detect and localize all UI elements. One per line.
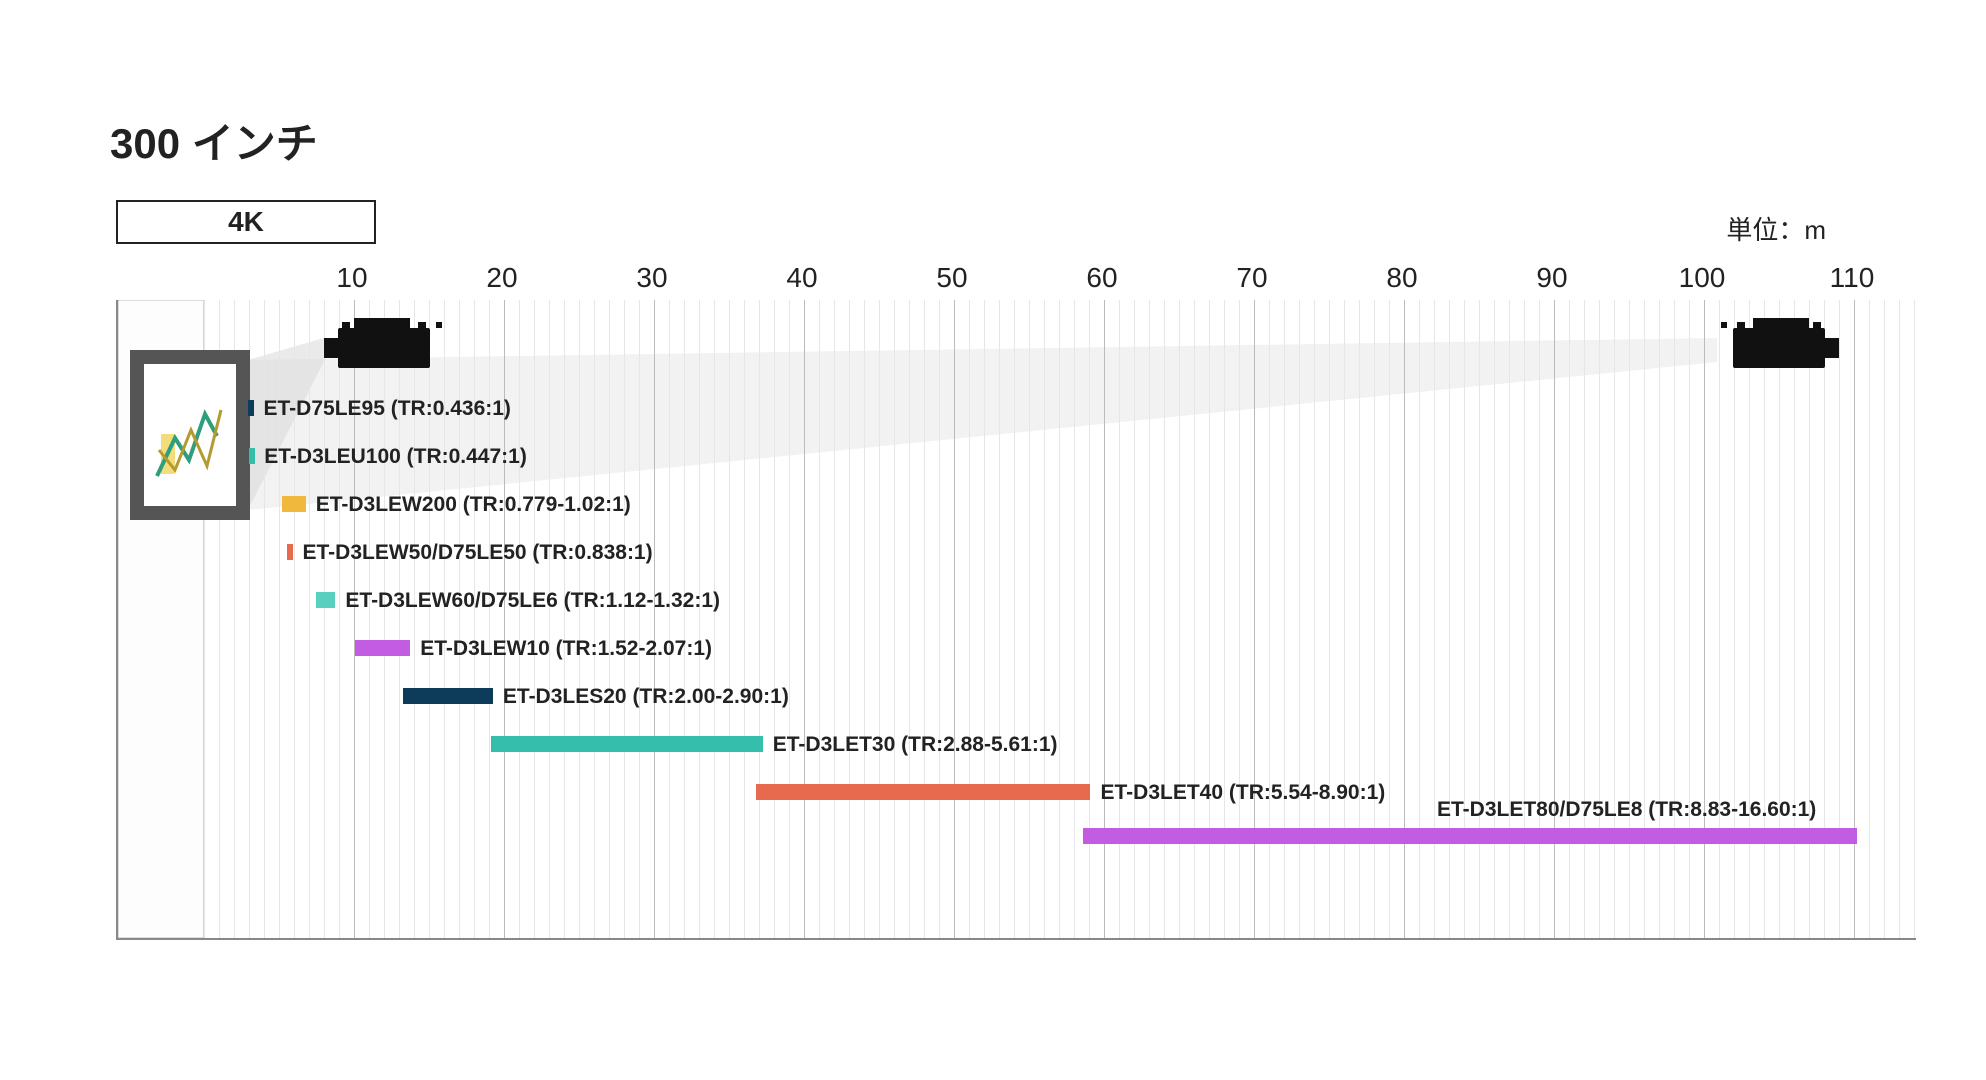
projection-screen-icon (130, 350, 250, 520)
grid-minor-line (474, 300, 475, 938)
grid-minor-line (564, 300, 565, 938)
grid-minor-line (324, 300, 325, 938)
lens-label: ET-D3LEW50/D75LE50 (TR:0.838:1) (303, 541, 653, 565)
grid-minor-line (969, 300, 970, 938)
lens-label: ET-D3LET40 (TR:5.54-8.90:1) (1101, 781, 1386, 805)
grid-minor-line (699, 300, 700, 938)
grid-minor-line (819, 300, 820, 938)
grid-minor-line (864, 300, 865, 938)
grid-minor-line (774, 300, 775, 938)
resolution-badge: 4K (116, 200, 376, 244)
grid-minor-line (909, 300, 910, 938)
grid-minor-line (549, 300, 550, 938)
axis-tick-label: 80 (1386, 262, 1417, 294)
grid-minor-line (264, 300, 265, 938)
grid-minor-line (309, 300, 310, 938)
lens-bar (287, 544, 293, 560)
lens-label: ET-D3LET30 (TR:2.88-5.61:1) (773, 733, 1058, 757)
grid-minor-line (519, 300, 520, 938)
axis-tick-label: 30 (636, 262, 667, 294)
grid-minor-line (834, 300, 835, 938)
axis-tick-label: 20 (486, 262, 517, 294)
grid-major-line (804, 300, 805, 938)
grid-minor-line (744, 300, 745, 938)
lens-bar (403, 688, 493, 704)
grid-minor-line (579, 300, 580, 938)
grid-minor-line (729, 300, 730, 938)
lens-label: ET-D3LEU100 (TR:0.447:1) (264, 445, 527, 469)
axis-tick-label: 90 (1536, 262, 1567, 294)
axis-tick-label: 40 (786, 262, 817, 294)
grid-minor-line (279, 300, 280, 938)
grid-minor-line (399, 300, 400, 938)
grid-major-line (504, 300, 505, 938)
grid-minor-line (384, 300, 385, 938)
lens-bar (756, 784, 1091, 800)
lens-label: ET-D3LEW10 (TR:1.52-2.07:1) (420, 637, 712, 661)
grid-minor-line (609, 300, 610, 938)
lens-label: ET-D3LEW60/D75LE6 (TR:1.12-1.32:1) (345, 589, 720, 613)
lens-bar (1083, 828, 1857, 844)
grid-minor-line (639, 300, 640, 938)
grid-minor-line (1014, 300, 1015, 938)
grid-minor-line (429, 300, 430, 938)
grid-minor-line (849, 300, 850, 938)
grid-minor-line (339, 300, 340, 938)
grid-minor-line (444, 300, 445, 938)
grid-major-line (654, 300, 655, 938)
grid-minor-line (1869, 300, 1870, 938)
lens-label: ET-D3LET80/D75LE8 (TR:8.83-16.60:1) (1437, 798, 1816, 822)
grid-minor-line (1074, 300, 1075, 938)
axis-tick-label: 60 (1086, 262, 1117, 294)
grid-minor-line (1059, 300, 1060, 938)
grid-minor-line (294, 300, 295, 938)
page-title: 300 インチ (110, 110, 318, 171)
projector-far-icon (1719, 314, 1839, 374)
grid-major-line (354, 300, 355, 938)
lens-label: ET-D75LE95 (TR:0.436:1) (264, 397, 511, 421)
grid-minor-line (459, 300, 460, 938)
axis-tick-label: 50 (936, 262, 967, 294)
axis-tick-label: 100 (1679, 262, 1726, 294)
grid-minor-line (789, 300, 790, 938)
lens-bar (316, 592, 336, 608)
grid-minor-line (924, 300, 925, 938)
grid-minor-line (684, 300, 685, 938)
lens-label: ET-D3LES20 (TR:2.00-2.90:1) (503, 685, 789, 709)
unit-label: 単位：m (1726, 210, 1826, 247)
grid-minor-line (624, 300, 625, 938)
grid-minor-line (534, 300, 535, 938)
grid-minor-line (1884, 300, 1885, 938)
grid-minor-line (369, 300, 370, 938)
grid-major-line (954, 300, 955, 938)
lens-bar (491, 736, 763, 752)
axis-tick-label: 10 (336, 262, 367, 294)
grid-minor-line (1914, 300, 1915, 938)
grid-minor-line (669, 300, 670, 938)
grid-minor-line (939, 300, 940, 938)
axis-tick-label: 110 (1830, 262, 1875, 294)
grid-minor-line (714, 300, 715, 938)
grid-minor-line (1899, 300, 1900, 938)
axis-tick-label: 70 (1236, 262, 1267, 294)
grid-minor-line (414, 300, 415, 938)
projector-near-icon (324, 314, 444, 374)
grid-minor-line (984, 300, 985, 938)
grid-minor-line (999, 300, 1000, 938)
chart-plot-area: ET-D75LE95 (TR:0.436:1) ET-D3LEU100 (TR:0… (116, 300, 1916, 940)
lens-bar (248, 400, 254, 416)
grid-minor-line (1044, 300, 1045, 938)
throw-distance-chart: ET-D75LE95 (TR:0.436:1) ET-D3LEU100 (TR:0… (116, 300, 1916, 940)
lens-bar (355, 640, 410, 656)
lens-bar (282, 496, 306, 512)
grid-minor-line (594, 300, 595, 938)
grid-minor-line (1029, 300, 1030, 938)
lens-bar (249, 448, 255, 464)
lens-label: ET-D3LEW200 (TR:0.779-1.02:1) (316, 493, 631, 517)
grid-minor-line (759, 300, 760, 938)
grid-minor-line (879, 300, 880, 938)
grid-minor-line (894, 300, 895, 938)
grid-minor-line (489, 300, 490, 938)
